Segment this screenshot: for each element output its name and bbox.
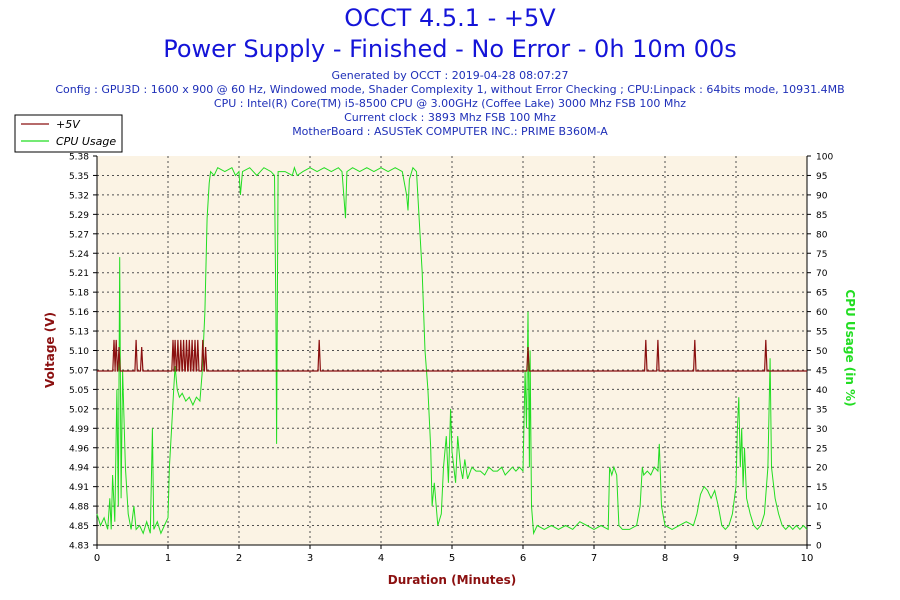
y-right-tick-label: 40 <box>816 386 828 396</box>
y-right-tick-label: 50 <box>816 347 828 357</box>
y-left-tick-label: 5.02 <box>69 405 89 415</box>
info-config: Config : GPU3D : 1600 x 900 @ 60 Hz, Win… <box>55 83 845 96</box>
y-left-tick-label: 4.91 <box>69 483 89 493</box>
y-right-tick-label: 100 <box>816 153 833 163</box>
y-right-tick-label: 25 <box>816 444 827 454</box>
y-right-tick-label: 20 <box>816 464 828 474</box>
y-right-tick-label: 55 <box>816 328 827 338</box>
series-cpu-usage-line <box>96 166 808 536</box>
y-left-tick-label: 5.32 <box>69 191 89 201</box>
x-tick-label: 4 <box>378 553 384 564</box>
y-left-tick-label: 4.99 <box>69 425 89 435</box>
y-right-tick-label: 45 <box>816 366 827 376</box>
y-left-tick-label: 5.13 <box>69 328 89 338</box>
y-left-tick-label: 5.18 <box>69 289 89 299</box>
legend-label-cpu: CPU Usage <box>56 135 116 148</box>
y-left-tick-label: 5.38 <box>69 153 89 163</box>
y-left-tick-label: 4.94 <box>69 464 89 474</box>
y-right-tick-label: 75 <box>816 250 827 260</box>
y-left-tick-label: 5.21 <box>69 269 89 279</box>
y-right-tick-label: 60 <box>816 308 828 318</box>
y-right-tick-label: 80 <box>816 230 828 240</box>
y-left-tick-label: 5.24 <box>69 250 89 260</box>
x-tick-label: 0 <box>94 553 100 564</box>
y-axis-left-label: Voltage (V) <box>43 312 57 388</box>
x-tick-label: 7 <box>591 553 597 564</box>
x-tick-label: 10 <box>801 553 814 564</box>
y-left-tick-label: 4.88 <box>69 503 89 513</box>
y-left-tick-label: 5.35 <box>69 172 89 182</box>
y-left-tick-label: 4.83 <box>69 542 89 552</box>
y-axis-right-label: CPU Usage (in %) <box>843 289 857 406</box>
x-axis-label: Duration (Minutes) <box>388 573 516 587</box>
x-tick-label: 1 <box>165 553 171 564</box>
x-tick-label: 8 <box>662 553 668 564</box>
y-right-tick-label: 0 <box>816 542 822 552</box>
y-right-tick-label: 90 <box>816 191 828 201</box>
y-right-tick-label: 95 <box>816 172 827 182</box>
y-right-tick-label: 30 <box>816 425 828 435</box>
y-left-tick-label: 5.10 <box>69 347 89 357</box>
x-tick-label: 3 <box>307 553 313 564</box>
x-tick-label: 6 <box>520 553 526 564</box>
info-generated: Generated by OCCT : 2019-04-28 08:07:27 <box>331 69 569 82</box>
y-left-tick-label: 5.29 <box>69 211 89 221</box>
y-right-tick-label: 35 <box>816 405 827 415</box>
legend: +5V CPU Usage <box>14 114 123 153</box>
chart-title: OCCT 4.5.1 - +5V <box>344 4 556 32</box>
y-right-tick-label: 10 <box>816 503 828 513</box>
series-group <box>96 166 808 536</box>
y-right-tick-label: 70 <box>816 269 828 279</box>
x-tick-label: 5 <box>449 553 455 564</box>
info-current-clock: Current clock : 3893 Mhz FSB 100 Mhz <box>344 111 556 124</box>
axes: 0 1 2 3 4 5 6 7 8 9 104.83 04.85 54.88 104.91 154.94 20… <box>69 153 833 565</box>
y-left-tick-label: 4.96 <box>69 444 89 454</box>
x-tick-label: 9 <box>733 553 739 564</box>
y-left-tick-label: 5.27 <box>69 230 89 240</box>
series-5v-line <box>97 339 807 372</box>
info-motherboard: MotherBoard : ASUSTeK COMPUTER INC.: PRI… <box>292 125 608 138</box>
y-right-tick-label: 65 <box>816 289 827 299</box>
y-right-tick-label: 5 <box>816 522 822 532</box>
y-right-tick-label: 85 <box>816 211 827 221</box>
y-left-tick-label: 4.85 <box>69 522 89 532</box>
y-right-tick-label: 15 <box>816 483 827 493</box>
chart-subtitle: Power Supply - Finished - No Error - 0h … <box>163 35 737 63</box>
y-left-tick-label: 5.16 <box>69 308 89 318</box>
y-left-tick-label: 5.05 <box>69 386 89 396</box>
legend-label-voltage: +5V <box>56 118 81 131</box>
y-left-tick-label: 5.07 <box>69 366 89 376</box>
info-cpu: CPU : Intel(R) Core(TM) i5-8500 CPU @ 3.… <box>213 97 687 110</box>
legend-box <box>14 114 123 153</box>
x-tick-label: 2 <box>236 553 242 564</box>
